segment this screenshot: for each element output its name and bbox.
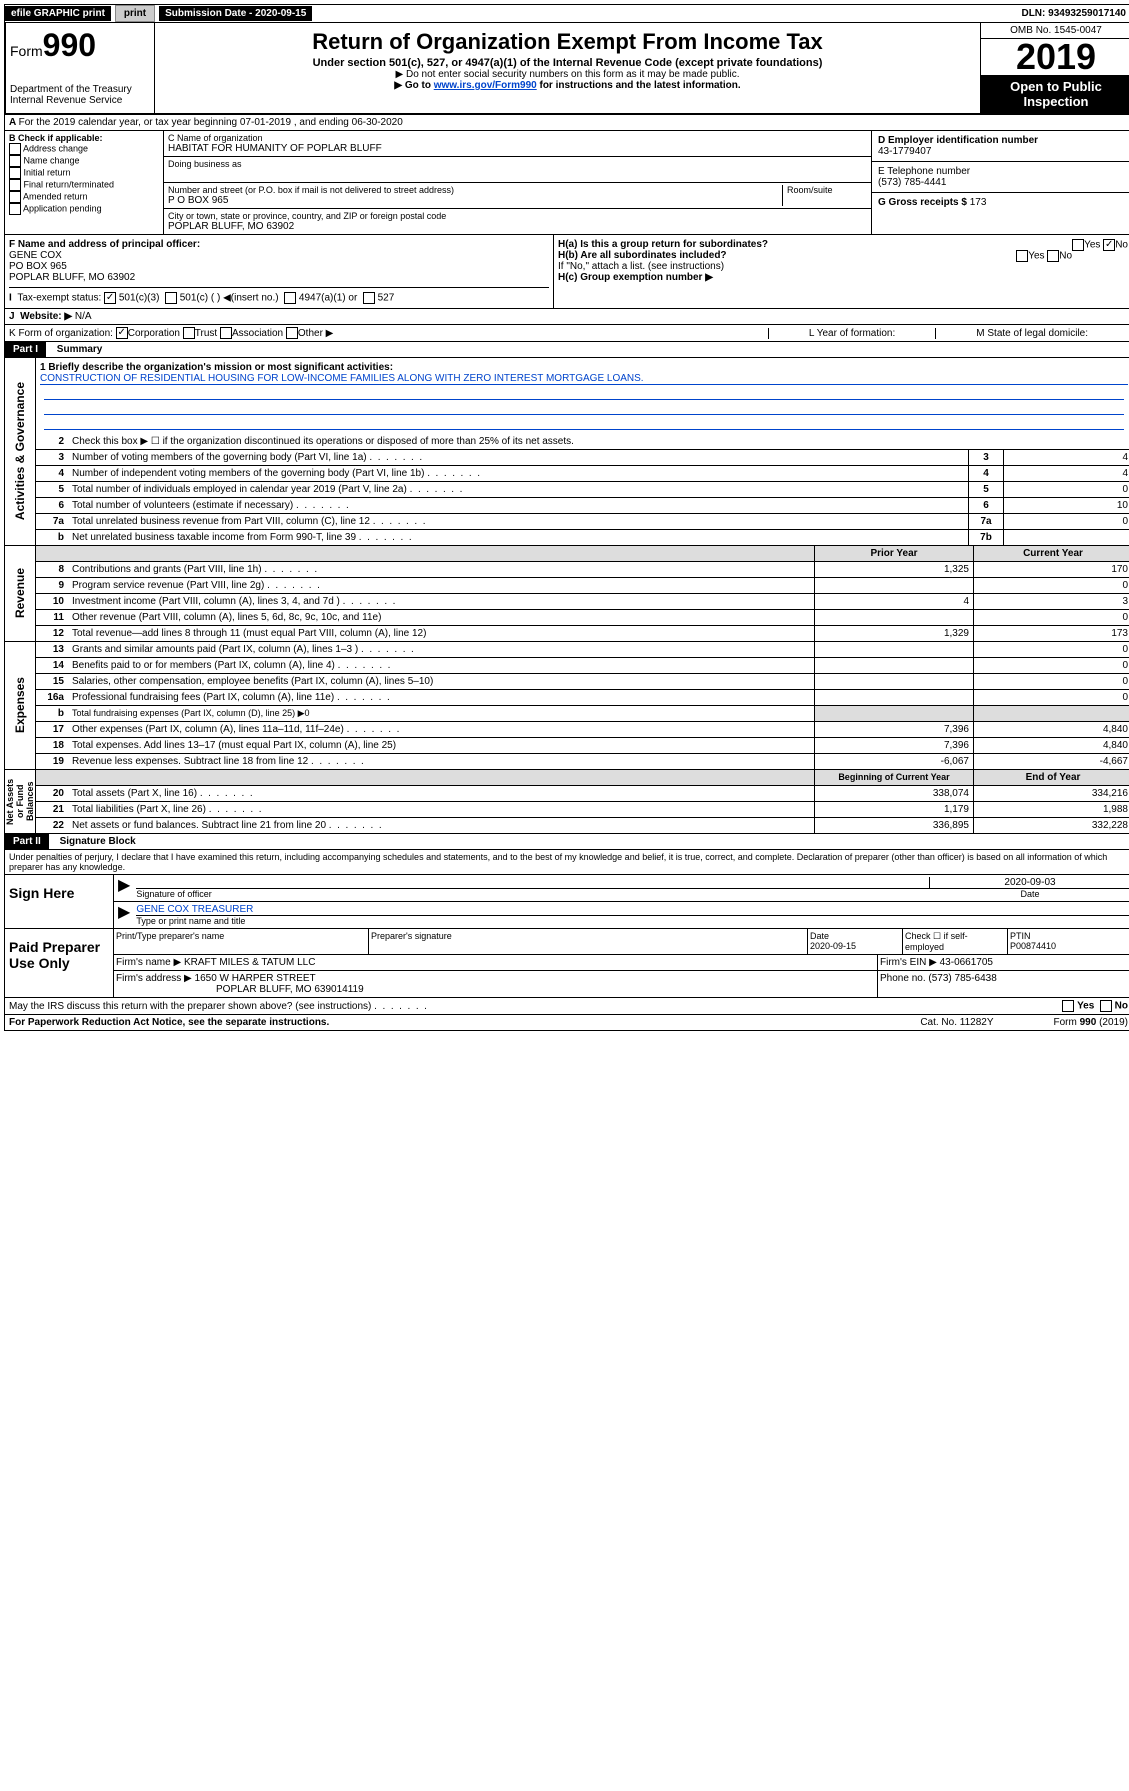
org-name: HABITAT FOR HUMANITY OF POPLAR BLUFF [168,143,867,154]
chk-501c[interactable] [165,292,177,304]
open-public-label: Open to Public Inspection [981,75,1129,113]
chk-address-change[interactable]: Address change [9,143,159,155]
expenses-section: Expenses 13Grants and similar amounts pa… [4,642,1129,770]
row-j-website: J Website: ▶ N/A [4,309,1129,325]
submission-date: Submission Date - 2020-09-15 [159,6,312,21]
col-d-through-g: D Employer identification number 43-1779… [872,131,1129,234]
top-bar: efile GRAPHIC print print Submission Dat… [4,4,1129,23]
mission-text: CONSTRUCTION OF RESIDENTIAL HOUSING FOR … [40,373,1128,385]
signer-name: GENE COX TREASURER [136,904,1129,916]
vert-activities: Activities & Governance [11,378,29,524]
form-subtitle: Under section 501(c), 527, or 4947(a)(1)… [159,57,976,69]
chk-corporation[interactable] [116,327,128,339]
perjury-text: Under penalties of perjury, I declare th… [4,850,1129,875]
row-k-l-m: K Form of organization: Corporation Trus… [4,325,1129,342]
irs-label: Internal Revenue Service [10,95,150,106]
revenue-section: Revenue Prior YearCurrent Year 8Contribu… [4,546,1129,642]
chk-name-change[interactable]: Name change [9,155,159,167]
irs-link[interactable]: www.irs.gov/Form990 [434,80,537,91]
row-f-h: F Name and address of principal officer:… [4,235,1129,309]
chk-initial-return[interactable]: Initial return [9,167,159,179]
efile-label: efile GRAPHIC print [5,6,111,21]
form-header: Form990 Department of the Treasury Inter… [4,23,1129,115]
dept-label: Department of the Treasury [10,84,150,95]
footer: For Paperwork Reduction Act Notice, see … [4,1015,1129,1031]
gross-receipts: 173 [970,197,987,208]
note-ssn: ▶ Do not enter social security numbers o… [159,69,976,80]
chk-amended[interactable]: Amended return [9,191,159,203]
org-city: POPLAR BLUFF, MO 63902 [168,221,867,232]
section-b-through-g: B Check if applicable: Address change Na… [4,131,1129,235]
print-button[interactable]: print [115,5,155,22]
col-c-org-info: C Name of organization HABITAT FOR HUMAN… [164,131,872,234]
form-title: Return of Organization Exempt From Incom… [159,29,976,55]
website: N/A [75,311,92,322]
part-1-header: Part I Summary [4,342,1129,358]
firm-name: KRAFT MILES & TATUM LLC [184,957,316,968]
part-2-header: Part II Signature Block [4,834,1129,850]
dln-label: DLN: 93493259017140 [1021,8,1129,19]
paid-preparer-section: Paid Preparer Use Only Print/Type prepar… [4,929,1129,998]
chk-4947[interactable] [284,292,296,304]
tax-year: 2019 [981,39,1129,75]
net-assets-section: Net Assets or Fund Balances Beginning of… [4,770,1129,834]
chk-app-pending[interactable]: Application pending [9,203,159,215]
chk-527[interactable] [363,292,375,304]
discuss-row: May the IRS discuss this return with the… [4,998,1129,1015]
activities-governance-section: Activities & Governance 1 Briefly descri… [4,358,1129,546]
row-a-tax-year: A For the 2019 calendar year, or tax yea… [4,115,1129,131]
note-link: ▶ Go to www.irs.gov/Form990 for instruct… [159,80,976,91]
chk-501c3[interactable] [104,292,116,304]
sign-here-section: Sign Here ▶ 2020-09-03 Signature of offi… [4,875,1129,929]
vert-expenses: Expenses [11,673,29,737]
vert-revenue: Revenue [11,564,29,622]
col-b-checkboxes: B Check if applicable: Address change Na… [5,131,164,234]
vert-netassets: Net Assets or Fund Balances [3,770,37,833]
phone: (573) 785-4441 [878,177,1126,188]
ein: 43-1779407 [878,146,1126,157]
chk-ha-no[interactable] [1103,239,1115,251]
officer-name: GENE COX [9,250,62,261]
form-number: Form990 [10,27,150,64]
chk-final-return[interactable]: Final return/terminated [9,179,159,191]
org-address: P O BOX 965 [168,195,782,206]
